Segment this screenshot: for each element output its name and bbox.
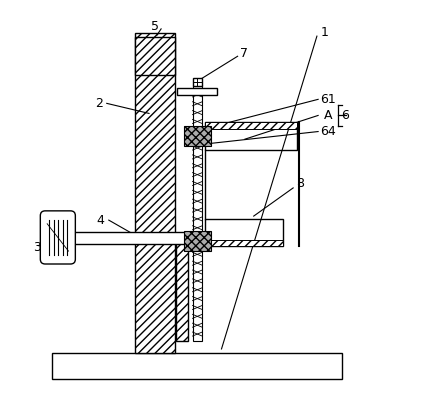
Bar <box>56 232 206 244</box>
Text: 61: 61 <box>320 93 336 106</box>
Bar <box>135 33 175 234</box>
Bar <box>177 88 218 95</box>
Text: 5: 5 <box>151 20 159 34</box>
Text: 3: 3 <box>33 241 41 254</box>
Text: 2: 2 <box>95 97 103 110</box>
Bar <box>135 242 175 353</box>
Text: A: A <box>324 109 332 122</box>
Text: 64: 64 <box>320 125 336 138</box>
Bar <box>193 78 202 86</box>
Text: 8: 8 <box>296 177 304 190</box>
Bar <box>193 85 202 341</box>
Bar <box>184 231 211 251</box>
Bar <box>205 240 283 246</box>
Bar <box>205 122 297 129</box>
Bar <box>176 234 188 341</box>
FancyBboxPatch shape <box>40 211 75 264</box>
Text: 4: 4 <box>97 214 105 227</box>
Text: 1: 1 <box>320 26 328 40</box>
Text: 7: 7 <box>240 46 248 59</box>
Bar <box>135 37 175 75</box>
Bar <box>205 219 283 246</box>
Text: 6: 6 <box>342 109 350 122</box>
Bar <box>205 122 297 150</box>
Bar <box>52 353 342 379</box>
Bar <box>184 126 211 145</box>
